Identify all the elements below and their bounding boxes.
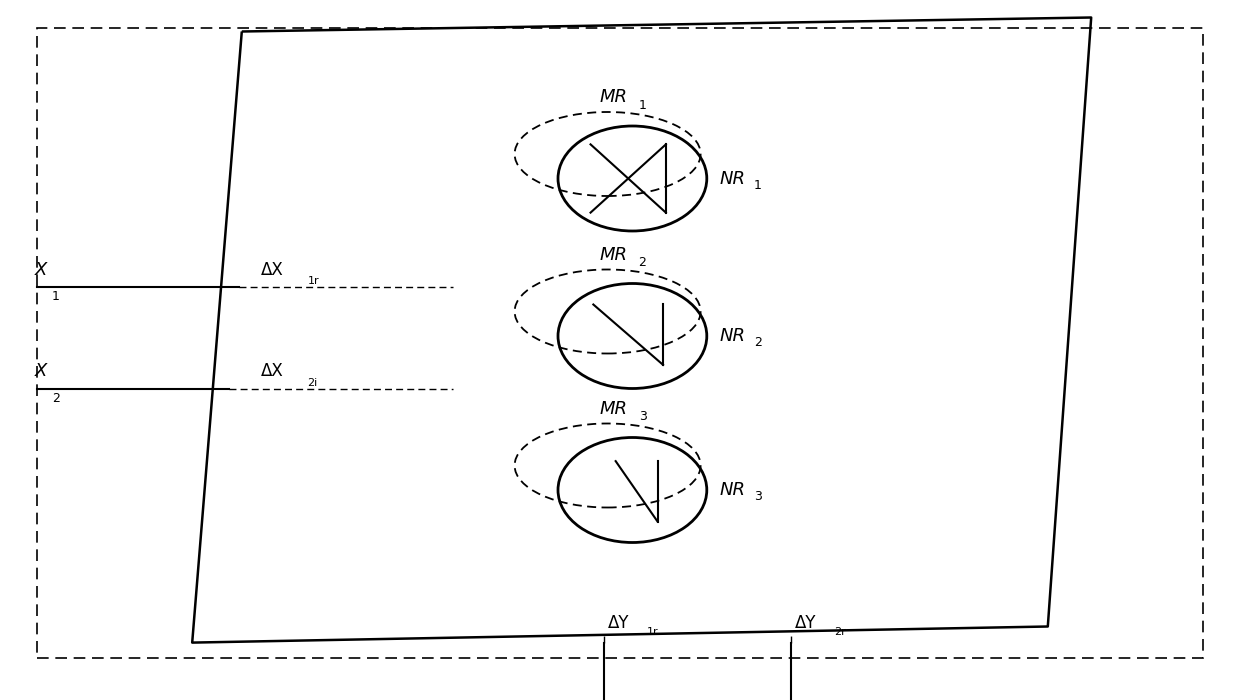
Text: MR: MR xyxy=(600,88,627,106)
Text: MR: MR xyxy=(600,400,627,418)
Text: ΔX: ΔX xyxy=(260,362,283,380)
Text: 2: 2 xyxy=(639,256,646,270)
Text: MR: MR xyxy=(600,246,627,264)
Text: 1: 1 xyxy=(754,179,761,192)
Text: 2i: 2i xyxy=(308,378,317,388)
Text: 2r: 2r xyxy=(835,627,846,637)
Text: 1r: 1r xyxy=(308,276,319,286)
Text: ΔX: ΔX xyxy=(260,260,283,279)
Text: NR: NR xyxy=(719,169,745,188)
Text: 1: 1 xyxy=(639,99,646,112)
Text: 1: 1 xyxy=(52,290,60,304)
Text: 3: 3 xyxy=(754,491,761,503)
Text: NR: NR xyxy=(719,327,745,345)
Text: ΔY: ΔY xyxy=(608,614,629,632)
Text: 3: 3 xyxy=(639,410,646,424)
Text: 1r: 1r xyxy=(647,627,658,637)
Text: X: X xyxy=(35,260,47,279)
Text: ΔY: ΔY xyxy=(795,614,816,632)
Text: X: X xyxy=(35,362,47,380)
Text: 2: 2 xyxy=(754,337,761,349)
Text: NR: NR xyxy=(719,481,745,499)
Text: 2: 2 xyxy=(52,392,60,405)
